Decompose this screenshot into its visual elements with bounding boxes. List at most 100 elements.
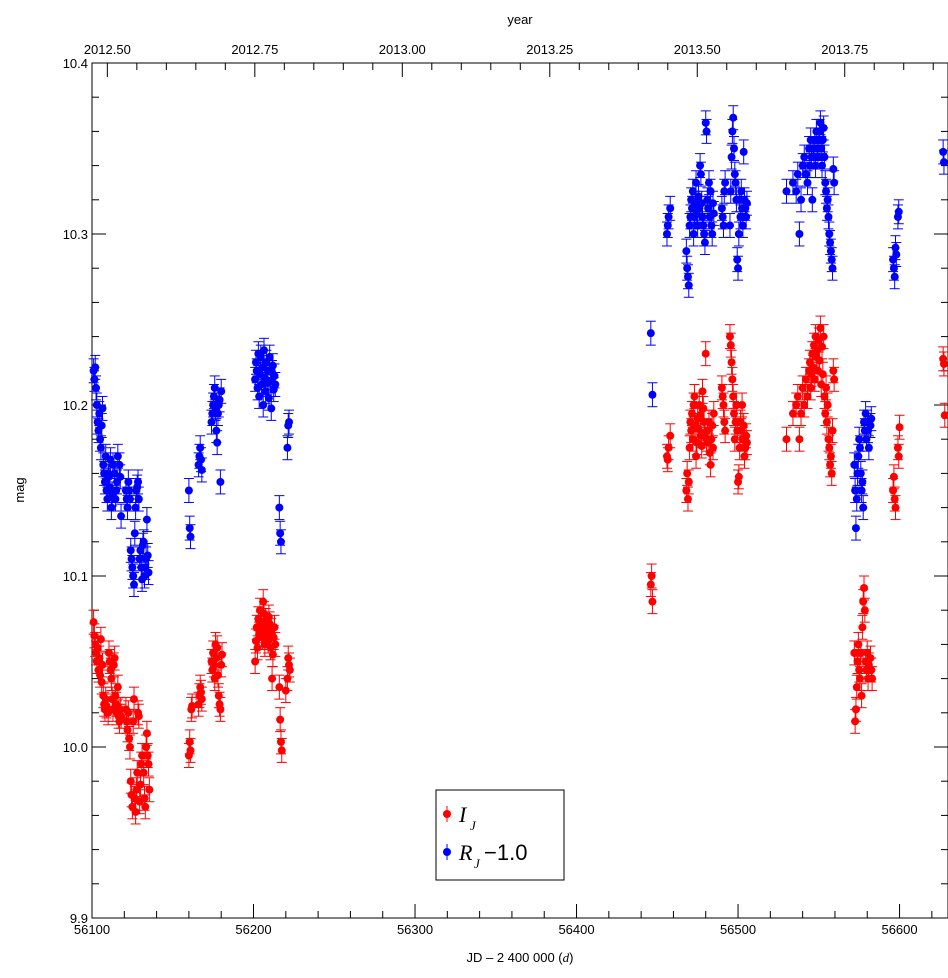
x-axis-label-text: JD – 2 400 000 <box>467 950 555 965</box>
data-point <box>97 421 106 430</box>
data-point <box>889 472 898 481</box>
data-point <box>889 486 898 495</box>
data-point <box>821 178 830 187</box>
data-point <box>829 366 838 375</box>
data-point <box>270 371 279 380</box>
data-point <box>207 418 216 427</box>
data-point <box>830 178 839 187</box>
data-point <box>858 623 867 632</box>
x-tick-label: 56500 <box>720 922 756 937</box>
data-point <box>116 705 125 714</box>
data-point <box>788 178 797 187</box>
data-point <box>213 643 222 652</box>
data-point <box>125 486 134 495</box>
data-point <box>737 187 746 196</box>
data-point <box>216 477 225 486</box>
data-point <box>742 431 751 440</box>
data-point <box>801 375 810 384</box>
data-point <box>276 537 285 546</box>
data-point <box>648 597 657 606</box>
data-point <box>725 221 734 230</box>
data-point <box>683 264 692 273</box>
data-point <box>735 443 744 452</box>
data-point <box>699 221 708 230</box>
data-point <box>186 746 195 755</box>
data-point <box>285 418 294 427</box>
data-point <box>98 660 107 669</box>
data-point <box>268 674 277 683</box>
data-point <box>707 435 716 444</box>
legend-label-r-subscript: J <box>474 856 481 871</box>
data-point <box>700 230 709 238</box>
data-point <box>664 212 673 221</box>
data-point <box>217 387 226 396</box>
y-tick-label: 9.9 <box>70 911 88 926</box>
data-point <box>197 465 206 474</box>
data-point <box>213 438 222 447</box>
data-point <box>117 512 126 521</box>
data-point <box>129 572 138 580</box>
data-point <box>738 401 747 409</box>
data-point <box>107 503 116 512</box>
data-point <box>144 760 153 769</box>
data-point <box>685 443 694 452</box>
data-point <box>719 401 728 409</box>
x-tick-label: 56200 <box>235 922 271 937</box>
data-point <box>125 734 134 743</box>
data-point <box>727 358 736 367</box>
data-point <box>702 127 711 136</box>
data-point <box>868 674 877 683</box>
data-point <box>683 495 692 504</box>
data-point <box>820 153 829 162</box>
data-point <box>689 230 698 238</box>
data-point <box>285 666 294 675</box>
data-point <box>852 495 861 504</box>
data-point <box>813 153 822 162</box>
data-point <box>128 563 137 572</box>
x-axis-label: JD – 2 400 000 (d) <box>467 950 574 965</box>
data-point <box>890 495 899 504</box>
data-point <box>123 725 132 734</box>
data-point <box>213 409 222 418</box>
data-point <box>823 401 832 409</box>
y-tick-label: 10.2 <box>63 398 88 413</box>
data-point <box>850 648 859 657</box>
data-point <box>698 387 707 396</box>
data-point <box>826 238 835 247</box>
x-axis-label-unit: d <box>563 950 570 965</box>
data-point <box>696 411 705 420</box>
data-point <box>268 361 277 370</box>
data-point <box>140 794 149 803</box>
data-point <box>822 418 831 427</box>
legend: I J R J −1.0 <box>435 789 565 881</box>
data-point <box>139 768 148 777</box>
data-point <box>860 583 869 592</box>
data-point <box>895 423 904 432</box>
data-point <box>816 324 825 333</box>
data-point <box>717 383 726 392</box>
series-r-j <box>88 105 948 598</box>
data-point <box>692 452 701 461</box>
data-point <box>216 705 225 714</box>
data-point <box>131 807 140 816</box>
data-point <box>134 477 143 486</box>
data-point <box>717 204 726 213</box>
top-tick-label: 2012.50 <box>84 42 131 57</box>
data-point <box>683 469 692 478</box>
data-point <box>730 144 738 153</box>
data-point <box>126 777 135 786</box>
data-point <box>810 375 819 384</box>
data-point <box>939 147 948 156</box>
data-point <box>125 743 134 751</box>
data-point <box>803 178 812 187</box>
data-point <box>124 708 133 717</box>
data-point <box>891 243 900 252</box>
legend-label-i-subscript: J <box>470 818 477 833</box>
data-point <box>684 477 693 486</box>
data-point <box>890 272 899 281</box>
data-point <box>855 674 864 683</box>
data-point <box>866 421 875 430</box>
data-point <box>145 785 154 794</box>
data-point <box>276 737 285 746</box>
data-point <box>857 486 866 495</box>
